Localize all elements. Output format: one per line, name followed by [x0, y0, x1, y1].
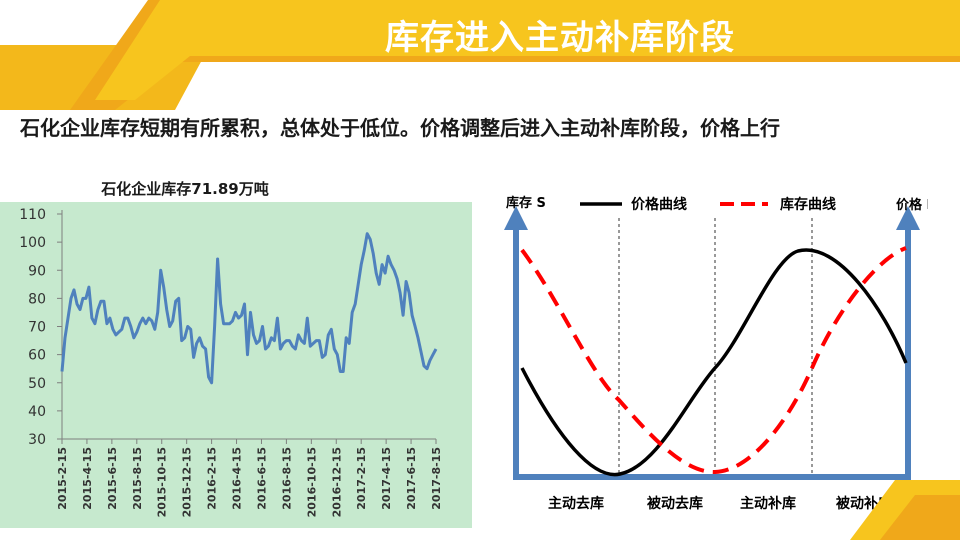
x-tick-label: 2016-4-15 — [231, 447, 244, 510]
x-tick-label: 2016-6-15 — [255, 447, 268, 510]
y-tick-label: 60 — [28, 348, 46, 364]
phase-label: 被动去库 — [647, 495, 703, 512]
inventory-series-line — [60, 232, 438, 385]
y-tick-label: 80 — [28, 291, 46, 307]
inventory-curve — [520, 246, 907, 475]
x-tick-label: 2017-2-15 — [355, 447, 368, 510]
x-tick-label: 2015-12-15 — [181, 447, 194, 517]
cycle-diagram: 价格曲线 库存曲线 库存 S 价格 P 主动去库 被动去库 主动补库 被动补库 — [504, 195, 928, 512]
x-tick-label: 2017-8-15 — [430, 447, 443, 510]
header-banner — [0, 0, 960, 110]
x-tick-label: 2015-4-15 — [81, 447, 94, 510]
corner-decoration — [850, 480, 960, 540]
y-tick-label: 40 — [28, 404, 46, 420]
x-tick-label: 2015-10-15 — [156, 447, 169, 517]
x-tick-label: 2017-4-15 — [380, 447, 393, 510]
x-tick-label: 2016-8-15 — [280, 447, 293, 510]
legend-inventory-label: 库存曲线 — [780, 196, 836, 213]
inventory-line-chart: 石化企业库存71.89万吨 30 40 50 60 70 80 90 100 110 2015-… — [0, 180, 472, 528]
right-axis-label: 价格 P — [896, 197, 928, 213]
x-tick-label: 2016-10-15 — [305, 447, 318, 517]
phase-label: 主动去库 — [548, 495, 604, 512]
page-title: 库存进入主动补库阶段 — [385, 18, 735, 58]
legend-price-label: 价格曲线 — [631, 196, 687, 213]
chart-title: 石化企业库存71.89万吨 — [100, 180, 268, 198]
price-curve — [520, 248, 908, 477]
y-tick-label: 30 — [28, 432, 46, 448]
x-tick-label: 2016-2-15 — [206, 447, 219, 510]
banner-stripe-main — [95, 0, 960, 100]
x-tick-label: 2015-2-15 — [56, 447, 69, 510]
page-subtitle: 石化企业库存短期有所累积，总体处于低位。价格调整后进入主动补库阶段，价格上行 — [20, 116, 780, 140]
x-tick-label: 2016-12-15 — [330, 447, 343, 517]
y-tick-label: 110 — [19, 207, 46, 223]
left-axis-label: 库存 S — [506, 195, 546, 211]
phase-label: 主动补库 — [740, 495, 796, 512]
corner-stripe-dark — [880, 495, 960, 540]
y-tick-label: 90 — [28, 263, 46, 279]
chart-plot-background — [0, 202, 472, 528]
y-tick-label: 100 — [19, 235, 46, 251]
x-tick-label: 2017-6-15 — [405, 447, 418, 510]
y-tick-label: 70 — [28, 320, 46, 336]
y-tick-label: 50 — [28, 376, 46, 392]
x-tick-label: 2015-6-15 — [106, 447, 119, 510]
x-tick-label: 2015-8-15 — [131, 447, 144, 510]
